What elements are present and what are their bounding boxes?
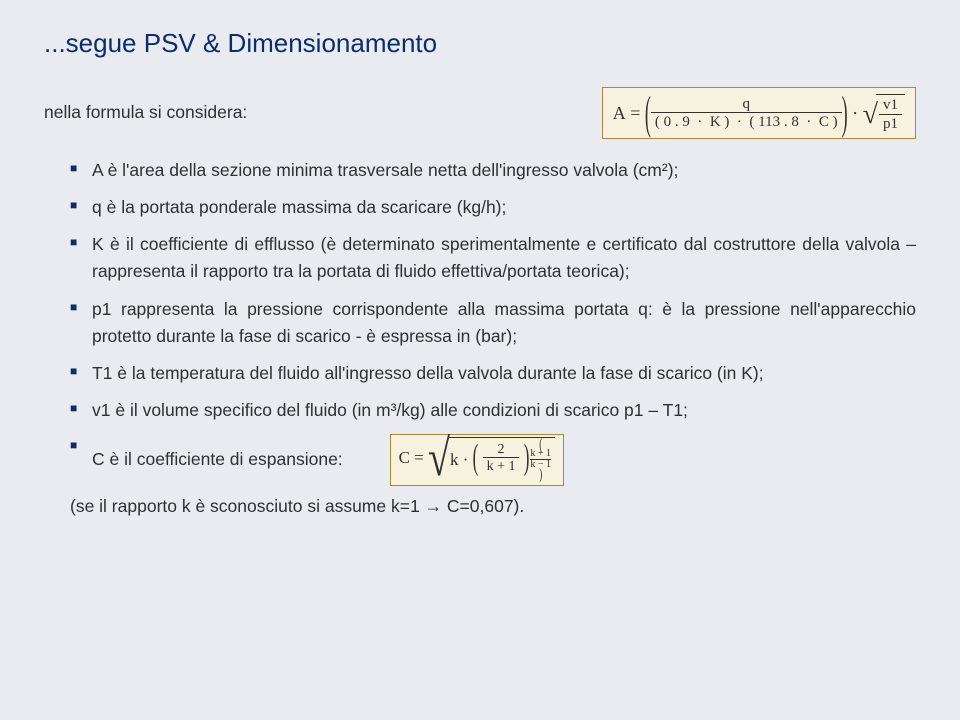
coeff-label: C è il coefficiente di espansione:: [92, 446, 343, 473]
intro-text: nella formula si considera:: [44, 99, 572, 126]
formula-A-num: q: [738, 96, 754, 113]
formula-C-eq: =: [414, 445, 424, 471]
formula-A-den: ( 0 . 9 · K ) · ( 113 . 8 · C ): [651, 112, 842, 131]
list-item: T1 è la temperatura del fluido all'ingre…: [70, 360, 916, 387]
formula-A-box: A = ( q ( 0 . 9 · K ) · ( 113 . 8 · C ) …: [602, 87, 916, 139]
list-item: v1 è il volume specifico del fluido (in …: [70, 397, 916, 424]
list-item: A è l'area della sezione minima trasvers…: [70, 157, 916, 184]
formula-C-sqrt: √ k · ( 2 k + 1 ) (: [428, 437, 555, 479]
formula-C-radicand: k · ( 2 k + 1 ) (: [448, 437, 555, 479]
formula-A-frac: q ( 0 . 9 · K ) · ( 113 . 8 · C ): [651, 96, 842, 131]
paren-right: ): [842, 86, 848, 141]
formula-A-radicand: v1 p1: [876, 94, 905, 132]
formula-A-dot: ·: [852, 103, 858, 124]
formula-C-box: C = √ k · ( 2 k: [390, 434, 564, 486]
radical-icon: √: [428, 448, 450, 469]
slide-title: ...segue PSV & Dimensionamento: [44, 28, 916, 59]
list-item: q è la portata ponderale massima da scar…: [70, 194, 916, 221]
bullet-list: A è l'area della sezione minima trasvers…: [70, 157, 916, 486]
footnote-text: (se il rapporto k è sconosciuto si assum…: [70, 496, 916, 517]
formula-A-lhs: A: [613, 103, 626, 124]
formula-A-eq: =: [630, 103, 640, 124]
radical-icon: √: [863, 108, 878, 122]
list-item: p1 rappresenta la pressione corrisponden…: [70, 296, 916, 350]
list-item-coeff: C è il coefficiente di espansione: C = √…: [70, 434, 916, 486]
intro-row: nella formula si considera: A = ( q ( 0 …: [44, 87, 916, 139]
slide-container: ...segue PSV & Dimensionamento nella for…: [0, 0, 960, 720]
list-item: K è il coefficiente di efflusso (è deter…: [70, 231, 916, 285]
formula-C-lhs: C: [399, 445, 410, 471]
paren-left: (: [645, 86, 651, 141]
formula-C-exponent: ( k + 1 k − 1 ): [530, 440, 551, 479]
formula-A-sqrt: √ v1 p1: [863, 94, 905, 132]
